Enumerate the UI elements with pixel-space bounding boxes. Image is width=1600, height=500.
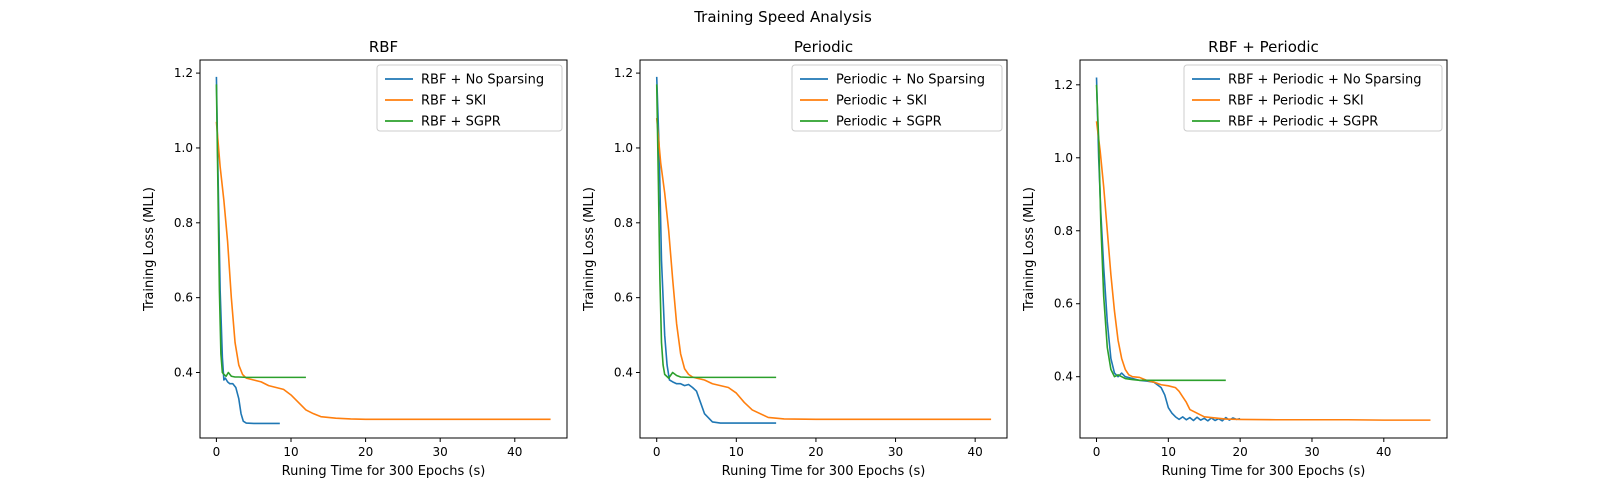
y-tick-label: 0.8 bbox=[1054, 224, 1073, 238]
legend-box bbox=[791, 64, 1003, 132]
y-tick-label: 1.0 bbox=[174, 141, 193, 155]
subplot-rbf: RBF 0 10 20 30 40 0.4 0.6 0.8 1.0 1.2 Runing Time f… bbox=[142, 38, 568, 479]
subplot-rbf-periodic: RBF + Periodic 0 10 20 30 40 0.4 0.6 0.8 1.0 1.2 Ru… bbox=[1022, 38, 1448, 479]
x-axis-label: Runing Time for 300 Epochs (s) bbox=[722, 464, 926, 479]
legend-label: RBF + Periodic + SKI bbox=[1228, 94, 1364, 109]
axes-frame bbox=[639, 59, 1008, 439]
y-tick-label: 1.0 bbox=[614, 141, 633, 155]
y-tick-label: 1.2 bbox=[1054, 78, 1073, 92]
legend-label: RBF + SKI bbox=[421, 94, 486, 109]
x-tick-label: 10 bbox=[729, 445, 744, 459]
x-tick-label: 20 bbox=[358, 445, 373, 459]
x-tick-label: 30 bbox=[433, 445, 448, 459]
legend-box bbox=[1183, 64, 1443, 132]
y-tick-label: 0.4 bbox=[174, 366, 193, 380]
subplot-title: RBF bbox=[369, 38, 398, 56]
series-line-0 bbox=[215, 76, 280, 425]
legend-label: Periodic + SGPR bbox=[836, 115, 942, 130]
y-axis-label: Training Loss (MLL) bbox=[142, 187, 157, 312]
y-tick-label: 0.6 bbox=[614, 291, 633, 305]
series-line-1 bbox=[215, 121, 551, 421]
axes-frame bbox=[199, 59, 568, 439]
y-tick-label: 1.2 bbox=[614, 66, 633, 80]
legend-label: Periodic + No Sparsing bbox=[836, 73, 985, 88]
legend: Periodic + No Sparsing Periodic + SKI Peri… bbox=[791, 64, 1003, 132]
x-tick-label: 0 bbox=[213, 445, 221, 459]
figure-suptitle: Training Speed Analysis bbox=[693, 8, 872, 26]
series-line-1 bbox=[655, 117, 992, 421]
series-line-0 bbox=[655, 76, 777, 424]
x-axis-label: Runing Time for 300 Epochs (s) bbox=[1162, 464, 1366, 479]
legend: RBF + No Sparsing RBF + SKI RBF + SGPR bbox=[376, 64, 563, 132]
x-tick-label: 0 bbox=[653, 445, 661, 459]
x-tick-label: 20 bbox=[1233, 445, 1248, 459]
x-tick-label: 40 bbox=[507, 445, 522, 459]
legend-label: RBF + SGPR bbox=[421, 115, 501, 130]
x-tick-label: 40 bbox=[968, 445, 983, 459]
x-tick-label: 40 bbox=[1376, 445, 1391, 459]
y-tick-label: 0.6 bbox=[174, 291, 193, 305]
y-tick-label: 0.8 bbox=[614, 216, 633, 230]
x-tick-label: 20 bbox=[808, 445, 823, 459]
y-axis-label: Training Loss (MLL) bbox=[582, 187, 597, 312]
y-tick-label: 1.0 bbox=[1054, 151, 1073, 165]
series-line-2 bbox=[1095, 84, 1226, 382]
series-line-2 bbox=[215, 84, 306, 379]
legend-label: RBF + Periodic + SGPR bbox=[1228, 115, 1378, 130]
legend-label: RBF + No Sparsing bbox=[421, 73, 544, 88]
series-line-2 bbox=[655, 84, 777, 379]
series-line-1 bbox=[1095, 121, 1431, 421]
subplot-title: Periodic bbox=[794, 38, 853, 56]
x-axis-label: Runing Time for 300 Epochs (s) bbox=[282, 464, 486, 479]
axes-frame bbox=[1079, 59, 1448, 439]
y-tick-label: 1.2 bbox=[174, 66, 193, 80]
y-tick-label: 0.6 bbox=[1054, 297, 1073, 311]
y-tick-label: 0.4 bbox=[614, 366, 633, 380]
legend-label: RBF + Periodic + No Sparsing bbox=[1228, 73, 1422, 88]
subplot-periodic: Periodic 0 10 20 30 40 0.4 0.6 0.8 1.0 1.2 Runing T… bbox=[582, 38, 1008, 479]
x-tick-label: 30 bbox=[888, 445, 903, 459]
legend-box bbox=[376, 64, 563, 132]
subplot-title: RBF + Periodic bbox=[1208, 38, 1319, 56]
legend-label: Periodic + SKI bbox=[836, 94, 927, 109]
y-tick-label: 0.4 bbox=[1054, 370, 1073, 384]
x-tick-label: 0 bbox=[1093, 445, 1101, 459]
legend: RBF + Periodic + No Sparsing RBF + Period… bbox=[1183, 64, 1443, 132]
y-axis-label: Training Loss (MLL) bbox=[1022, 187, 1037, 312]
x-tick-label: 10 bbox=[283, 445, 298, 459]
x-tick-label: 30 bbox=[1304, 445, 1319, 459]
x-tick-label: 10 bbox=[1161, 445, 1176, 459]
y-tick-label: 0.8 bbox=[174, 216, 193, 230]
